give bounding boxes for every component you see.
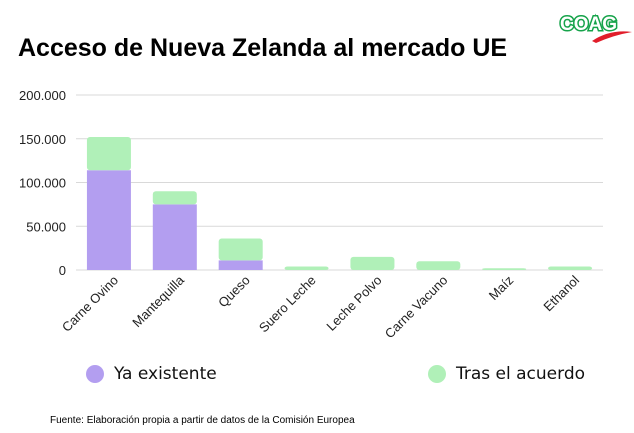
bar-after-deal (482, 268, 527, 270)
y-tick-label: 150.000 (19, 132, 66, 147)
bar-existing (152, 204, 197, 270)
bars-layer (86, 137, 593, 270)
bar-after-deal (152, 191, 197, 205)
x-tick-label: Ethanol (540, 272, 582, 314)
coag-logo-text: COAG (560, 14, 617, 35)
x-tick-label: Carne Ovino (59, 273, 121, 335)
source-note: Fuente: Elaboración propia a partir de d… (50, 415, 355, 426)
y-tick-label: 100.000 (19, 176, 66, 191)
chart-title: Acceso de Nueva Zelanda al mercado UE (18, 34, 508, 62)
bar-existing (218, 260, 263, 270)
x-tick-labels: Carne Ovino Mantequilla Queso Suero Leche Le… (59, 272, 582, 341)
bar-after-deal (218, 238, 263, 261)
legend-marker-after (428, 365, 446, 383)
bar-after-deal (548, 266, 593, 270)
legend-label-existing: Ya existente (114, 364, 217, 384)
coag-logo: COAG (559, 13, 632, 43)
bar-after-deal (86, 137, 131, 171)
x-tick-label: Suero Leche (256, 273, 319, 336)
legend-label-after: Tras el acuerdo (456, 364, 586, 384)
bar-after-deal (416, 261, 461, 270)
x-tick-label: Maíz (486, 273, 517, 304)
x-tick-label: Queso (215, 273, 253, 311)
y-tick-label: 200.000 (19, 88, 66, 103)
legend-item-after: Tras el acuerdo (428, 364, 585, 384)
x-tick-label: Leche Polvo (323, 273, 384, 334)
bar-chart: 0 50.000 100.000 150.000 200.000 Carne Ovino… (19, 88, 603, 341)
x-tick-label: Mantequilla (129, 272, 187, 330)
y-tick-label: 0 (59, 263, 66, 278)
legend-item-existing: Ya existente (86, 364, 217, 384)
bar-after-deal (350, 256, 395, 270)
y-tick-label: 50.000 (26, 219, 66, 234)
bar-existing (86, 170, 131, 270)
coag-logo-swoosh (592, 31, 632, 43)
legend-marker-existing (86, 365, 104, 383)
x-tick-label: Carne Vacuno (382, 273, 451, 342)
y-tick-labels: 0 50.000 100.000 150.000 200.000 (19, 88, 66, 278)
bar-after-deal (284, 266, 329, 270)
